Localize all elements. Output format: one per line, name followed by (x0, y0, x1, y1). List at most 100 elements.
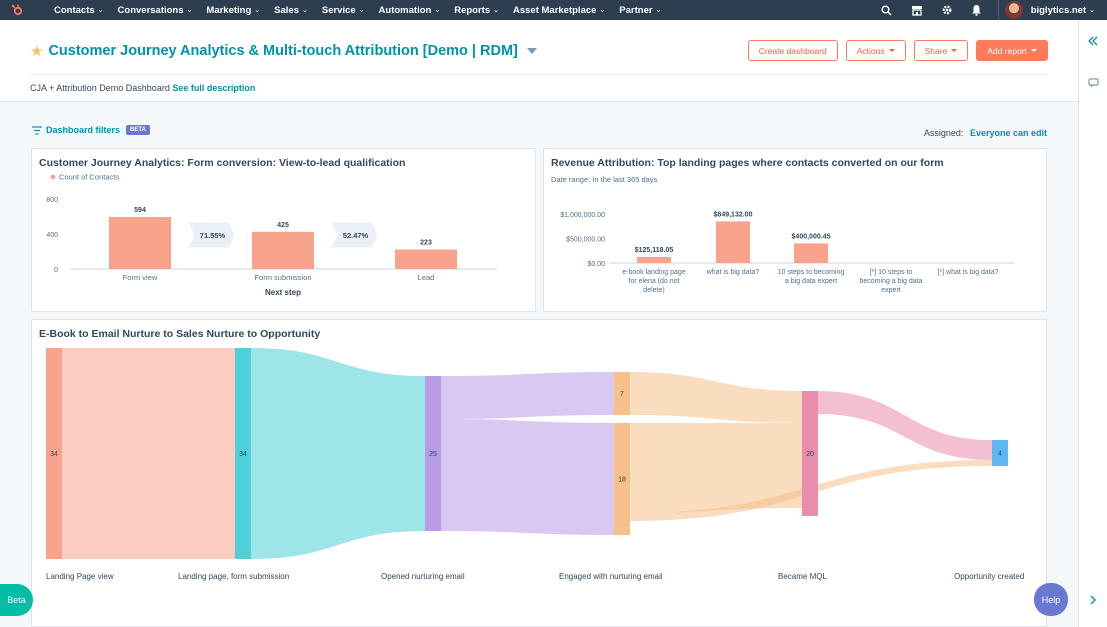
sankey-stage-label: Became MQL (778, 572, 827, 581)
description-text: CJA + Attribution Demo Dashboard (30, 83, 170, 93)
chevron-down-icon: ⌄ (186, 7, 193, 14)
chevron-down-icon: ⌄ (1089, 7, 1095, 14)
nav-item-marketing[interactable]: Marketing ⌄ (206, 5, 260, 16)
conversion-rate-label: 71.55% (200, 231, 226, 240)
chevron-down-icon: ⌄ (254, 7, 261, 14)
nav-item-partner[interactable]: Partner ⌄ (619, 5, 661, 16)
sankey-chart: 34 34 25 7 18 20 4 Landing Page view Landing pag… (46, 348, 1024, 581)
beta-badge: BETA (126, 125, 150, 135)
actions-label: Actions (856, 45, 885, 56)
sankey-node (614, 372, 630, 415)
dashboard-description: CJA + Attribution Demo Dashboard See ful… (30, 83, 255, 93)
funnel-report-card[interactable]: Customer Journey Analytics: Form convers… (31, 148, 536, 312)
header-divider (30, 74, 1048, 75)
funnel-chart: Count of Contacts 0 400 800 594 Form view 425 F… (46, 173, 497, 297)
nav-item-label: Marketing (206, 4, 252, 16)
sankey-node-value: 34 (50, 451, 58, 458)
sankey-node (235, 348, 251, 559)
chevron-down-icon: ⌄ (434, 7, 441, 14)
share-button[interactable]: Share (913, 40, 969, 61)
search-icon[interactable] (872, 0, 902, 20)
user-avatar[interactable] (1004, 1, 1023, 19)
attribution-report-card[interactable]: Revenue Attribution: Top landing pages w… (543, 148, 1047, 312)
beta-feedback-button[interactable]: Beta (0, 584, 33, 616)
caret-down-icon (951, 49, 958, 52)
caret-down-icon (1031, 49, 1037, 52)
funnel-report-title[interactable]: Customer Journey Analytics: Form convers… (39, 157, 406, 169)
x-tick-label: e-book landing page (622, 269, 686, 276)
sankey-stage-label: Landing page, form submission (178, 572, 289, 581)
y-tick-label: 0 (54, 267, 58, 274)
create-dashboard-button[interactable]: Create dashboard (747, 40, 838, 61)
expand-chevron-right-icon[interactable] (1085, 592, 1101, 608)
nav-item-service[interactable]: Service ⌄ (322, 5, 365, 16)
conversion-rate-label: 52.47% (343, 231, 369, 240)
hubspot-logo-icon[interactable] (0, 0, 34, 20)
x-tick-label: what is big data? (706, 269, 760, 276)
add-report-button[interactable]: Add report (976, 40, 1048, 61)
sankey-link (818, 391, 992, 460)
sankey-report-card[interactable]: E-Book to Email Nurture to Sales Nurture… (31, 319, 1047, 627)
nav-item-label: Sales (274, 4, 299, 16)
bar-value-label: $849,132.00 (714, 211, 753, 218)
sankey-link (630, 372, 802, 423)
favorite-star-icon[interactable]: ★ (30, 43, 44, 60)
attribution-report-title[interactable]: Revenue Attribution: Top landing pages w… (551, 157, 944, 169)
x-tick-label: Form submission (254, 273, 311, 282)
help-float-label: Help (1041, 594, 1061, 605)
dashboard-filters[interactable]: Dashboard filters BETA (32, 125, 150, 135)
actions-button[interactable]: Actions (845, 40, 906, 61)
sankey-node (992, 440, 1008, 466)
nav-item-label: Automation (378, 4, 432, 16)
bar-value-label: 223 (420, 239, 432, 246)
sankey-link (251, 348, 425, 559)
nav-item-label: Service (321, 4, 356, 16)
assigned-info: Assigned: Everyone can edit (924, 128, 1047, 138)
sankey-report-title[interactable]: E-Book to Email Nurture to Sales Nurture… (39, 328, 321, 340)
sankey-node (802, 391, 818, 516)
sankey-node (46, 348, 62, 559)
top-navigation: Contacts ⌄ Conversations ⌄ Marketing ⌄ Sales ⌄ S… (0, 0, 1107, 20)
comments-icon[interactable] (1085, 75, 1101, 91)
nav-divider (997, 0, 999, 20)
notifications-bell-icon[interactable] (962, 0, 992, 20)
x-axis-title: Next step (265, 288, 301, 297)
bar-form-submission (252, 231, 314, 269)
chevron-down-icon: ⌄ (358, 7, 365, 14)
dashboard-switcher-caret-icon[interactable] (526, 48, 537, 54)
bar-value-label: 594 (134, 207, 146, 214)
assigned-value-link[interactable]: Everyone can edit (969, 128, 1047, 138)
marketplace-icon[interactable] (902, 0, 932, 20)
bar-form-view (109, 217, 171, 269)
caret-down-icon (888, 49, 895, 52)
sankey-stage-label: Landing Page view (46, 572, 114, 581)
x-tick-label: Lead (418, 273, 435, 282)
account-menu[interactable]: biglytics.net ⌄ (1031, 5, 1095, 16)
create-dashboard-label: Create dashboard (758, 45, 827, 56)
bar-value-label: $400,000.45 (792, 233, 831, 240)
attribution-chart: $0.00 $500,000.00 $1,000,000.00 $125,118.05… (560, 211, 1014, 294)
attribution-bar (716, 221, 750, 263)
nav-item-conversations[interactable]: Conversations ⌄ (118, 5, 193, 16)
bar-lead (395, 249, 457, 269)
collapse-sidebar-icon[interactable] (1085, 33, 1101, 49)
sankey-node-value: 4 (998, 451, 1002, 458)
dashboard-filters-label: Dashboard filters (46, 125, 121, 135)
sankey-node-value: 25 (429, 451, 437, 458)
nav-item-asset-marketplace[interactable]: Asset Marketplace ⌄ (513, 5, 605, 16)
help-button[interactable]: Help (1034, 583, 1068, 616)
chevron-down-icon: ⌄ (493, 7, 499, 14)
settings-gear-icon[interactable] (932, 0, 962, 20)
nav-item-sales[interactable]: Sales ⌄ (274, 5, 308, 16)
nav-item-automation[interactable]: Automation ⌄ (379, 5, 441, 16)
chevron-down-icon: ⌄ (599, 7, 606, 14)
y-tick-label: $1,000,000.00 (560, 212, 605, 219)
attribution-bar (794, 243, 828, 263)
see-full-description-link[interactable]: See full description (172, 83, 256, 93)
x-tick-label: expert (881, 287, 901, 294)
attribution-bar (637, 256, 671, 263)
nav-item-reports[interactable]: Reports ⌄ (454, 5, 499, 16)
nav-item-contacts[interactable]: Contacts ⌄ (54, 5, 104, 16)
sankey-node-value: 20 (806, 451, 814, 458)
sankey-link (441, 419, 614, 535)
